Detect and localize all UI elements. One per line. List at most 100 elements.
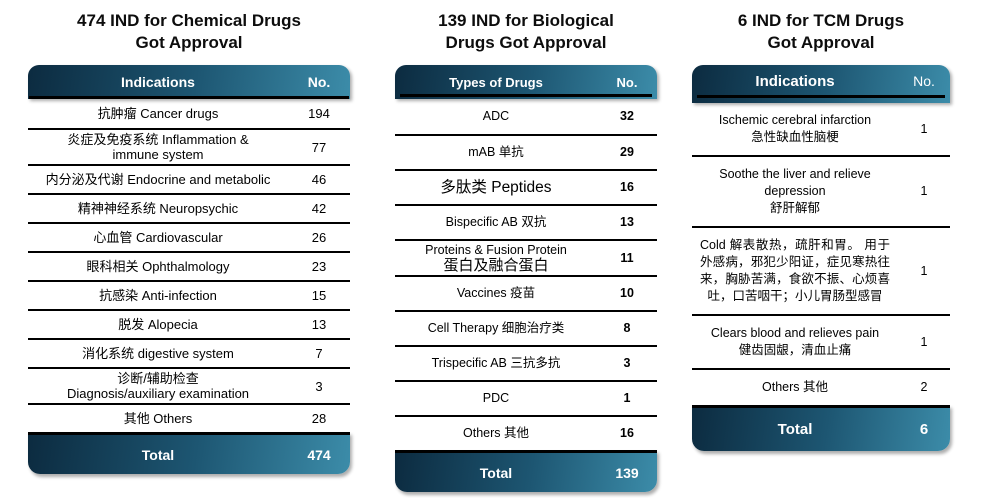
row-value: 7 bbox=[315, 346, 323, 361]
table-row: Ischemic cerebral infarction 急性缺血性脑梗 1 bbox=[692, 103, 950, 155]
row-label: 其他 Others bbox=[28, 409, 288, 428]
row-label: Clears blood and relieves pain 健齿固龈，清血止痛 bbox=[692, 316, 898, 368]
row-label: Proteins & Fusion Protein 蛋白及融合蛋白 bbox=[395, 241, 597, 275]
row-label: 炎症及免疫系统 Inflammation & immune system bbox=[28, 130, 288, 164]
table-row: 其他 Others 28 bbox=[28, 403, 350, 432]
biological-table: Types of Drugs No. ADC 32 mAB 单抗 29 多肽类 Pept… bbox=[395, 65, 657, 492]
table-total-row: Total 139 bbox=[395, 450, 657, 492]
table-row: Cold 解表散热，疏肝和胃。 用于外感病，邪犯少阳证，症见寒热往来，胸胁苦满，… bbox=[692, 226, 950, 314]
table-row: Cell Therapy 细胞治疗类 8 bbox=[395, 310, 657, 345]
table-row: 抗感染 Anti-infection 15 bbox=[28, 280, 350, 309]
chemical-drugs-table: 474 IND for Chemical Drugs Got Approval … bbox=[28, 0, 350, 474]
header-no: No. bbox=[616, 74, 638, 90]
table-row: 内分泌及代谢 Endocrine and metabolic 46 bbox=[28, 164, 350, 193]
row-value: 11 bbox=[620, 250, 634, 265]
row-value: 13 bbox=[620, 215, 634, 229]
header-underline bbox=[697, 95, 945, 98]
row-label-text: 炎症及免疫系统 Inflammation & immune system bbox=[67, 132, 249, 162]
row-value: 29 bbox=[620, 145, 634, 159]
row-value: 46 bbox=[311, 172, 327, 187]
total-label: Total bbox=[479, 464, 513, 481]
header-no: No. bbox=[913, 73, 935, 89]
row-label-text: 精神神经系统 Neuropsychic bbox=[77, 201, 239, 216]
row-label: Trispecific AB 三抗多抗 bbox=[395, 354, 597, 373]
total-value: 6 bbox=[919, 421, 929, 438]
row-label: 内分泌及代谢 Endocrine and metabolic bbox=[28, 170, 288, 189]
table-row: mAB 单抗 29 bbox=[395, 134, 657, 169]
row-value: 42 bbox=[311, 201, 327, 216]
table-header-row: Indications No. bbox=[28, 65, 350, 99]
row-label-subtext: 蛋白及融合蛋白 bbox=[443, 257, 549, 274]
header-no: No. bbox=[307, 74, 331, 90]
row-label-text: 其他 Others bbox=[123, 411, 193, 426]
row-value: 194 bbox=[308, 106, 330, 121]
table-row: Vaccines 疫苗 10 bbox=[395, 275, 657, 310]
row-label-text: Proteins & Fusion Protein bbox=[425, 243, 567, 257]
biological-table-title: 139 IND for Biological Drugs Got Approva… bbox=[438, 11, 614, 52]
row-label-text: PDC bbox=[482, 391, 510, 405]
row-label: Vaccines 疫苗 bbox=[395, 284, 597, 303]
row-label-text: ADC bbox=[482, 109, 510, 123]
row-value: 15 bbox=[311, 288, 327, 303]
table-header-row: Indications No. bbox=[692, 65, 950, 103]
row-label-text: Clears blood and relieves pain 健齿固龈，清血止痛 bbox=[710, 326, 880, 357]
row-label: Bispecific AB 双抗 bbox=[395, 213, 597, 232]
row-label: PDC bbox=[395, 389, 597, 408]
header-underline bbox=[400, 94, 652, 97]
row-label: Others 其他 bbox=[692, 370, 898, 405]
table-row: PDC 1 bbox=[395, 380, 657, 415]
table-body: 抗肿瘤 Cancer drugs 194 炎症及免疫系统 Inflammation … bbox=[28, 99, 350, 432]
row-value: 23 bbox=[311, 259, 327, 274]
row-value: 10 bbox=[620, 286, 634, 300]
row-label: 多肽类 Peptides bbox=[395, 178, 597, 197]
row-label-text: Bispecific AB 双抗 bbox=[445, 215, 547, 229]
table-row: 炎症及免疫系统 Inflammation & immune system 77 bbox=[28, 128, 350, 164]
table-row: Trispecific AB 三抗多抗 3 bbox=[395, 345, 657, 380]
table-row: Soothe the liver and relieve depression … bbox=[692, 155, 950, 226]
total-value: 474 bbox=[307, 446, 331, 463]
row-label: Cell Therapy 细胞治疗类 bbox=[395, 319, 597, 338]
tcm-table-title: 6 IND for TCM Drugs Got Approval bbox=[737, 11, 905, 52]
row-label-text: 心血管 Cardiovascular bbox=[93, 230, 223, 245]
table-row: Others 其他 2 bbox=[692, 368, 950, 405]
row-value: 8 bbox=[623, 321, 631, 335]
table-row: ADC 32 bbox=[395, 99, 657, 134]
row-value: 1 bbox=[920, 184, 928, 198]
row-label-text: Ischemic cerebral infarction 急性缺血性脑梗 bbox=[718, 113, 872, 144]
row-label: 抗感染 Anti-infection bbox=[28, 286, 288, 305]
row-value: 1 bbox=[920, 121, 928, 136]
table-total-row: Total 474 bbox=[28, 432, 350, 474]
table-row: Others 其他 16 bbox=[395, 415, 657, 450]
row-value: 28 bbox=[311, 411, 327, 426]
row-value: 3 bbox=[623, 356, 631, 370]
table-row: Proteins & Fusion Protein 蛋白及融合蛋白 11 bbox=[395, 239, 657, 275]
row-label: Ischemic cerebral infarction 急性缺血性脑梗 bbox=[692, 103, 898, 155]
row-label: 脱发 Alopecia bbox=[28, 315, 288, 334]
row-label-text: 消化系统 digestive system bbox=[82, 346, 234, 361]
row-label-text: Others 其他 bbox=[762, 380, 828, 394]
header-underline bbox=[29, 96, 349, 99]
row-label: ADC bbox=[395, 107, 597, 126]
row-label-text: Cell Therapy 细胞治疗类 bbox=[427, 321, 565, 335]
table-row: 精神神经系统 Neuropsychic 42 bbox=[28, 193, 350, 222]
table-body: Ischemic cerebral infarction 急性缺血性脑梗 1 Soo… bbox=[692, 103, 950, 405]
table-row: 多肽类 Peptides 16 bbox=[395, 169, 657, 204]
table-row: 消化系统 digestive system 7 bbox=[28, 338, 350, 367]
table-row: 诊断/辅助检查 Diagnosis/auxiliary examination 3 bbox=[28, 367, 350, 403]
row-label: 心血管 Cardiovascular bbox=[28, 228, 288, 247]
row-value: 1 bbox=[920, 334, 928, 349]
row-label-text: 脱发 Alopecia bbox=[118, 317, 198, 332]
row-value: 16 bbox=[620, 426, 634, 440]
row-value: 2 bbox=[920, 380, 928, 394]
row-label-text: 内分泌及代谢 Endocrine and metabolic bbox=[45, 172, 271, 187]
row-label-text: 眼科相关 Ophthalmology bbox=[86, 259, 230, 274]
table-header-row: Types of Drugs No. bbox=[395, 65, 657, 99]
table-row: 抗肿瘤 Cancer drugs 194 bbox=[28, 99, 350, 128]
biological-drugs-table: 139 IND for Biological Drugs Got Approva… bbox=[395, 0, 657, 492]
table-row: Clears blood and relieves pain 健齿固龈，清血止痛… bbox=[692, 314, 950, 368]
total-label: Total bbox=[777, 421, 813, 438]
row-label: mAB 单抗 bbox=[395, 143, 597, 162]
total-value: 139 bbox=[615, 464, 639, 481]
row-value: 26 bbox=[311, 230, 327, 245]
row-label: Cold 解表散热，疏肝和胃。 用于外感病，邪犯少阳证，症见寒热往来，胸胁苦满，… bbox=[692, 228, 898, 314]
